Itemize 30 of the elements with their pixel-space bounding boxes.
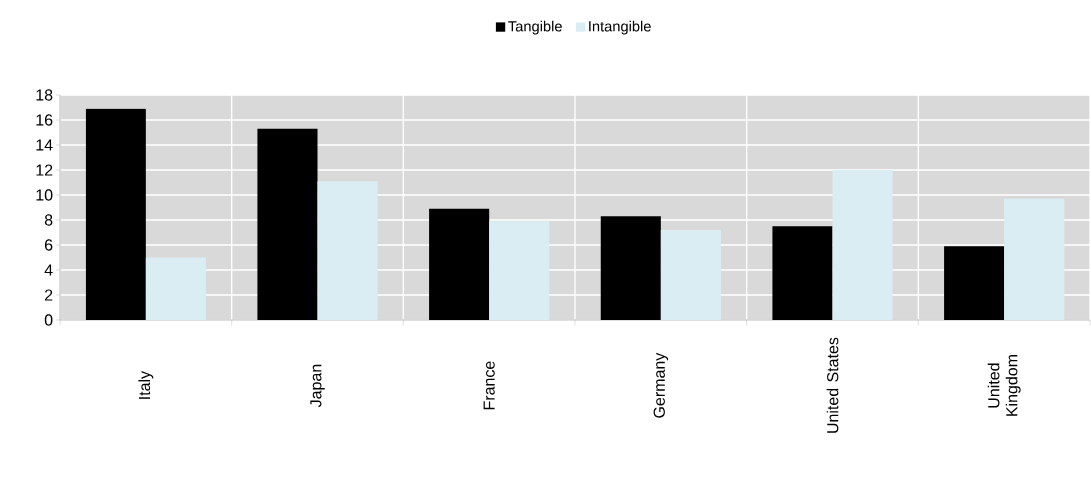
y-tick-label: 4 (44, 264, 53, 276)
bar (1004, 198, 1065, 320)
x-tick-label: France (483, 361, 495, 410)
bar (489, 221, 550, 320)
bar (317, 181, 378, 320)
x-tick-label: Italy (138, 370, 154, 399)
bar (600, 216, 661, 320)
bar (85, 108, 146, 320)
y-tick-label: 16 (36, 114, 53, 126)
y-tick-label: 12 (36, 164, 53, 176)
bar (660, 230, 721, 320)
x-tick-label: United Kingdom (987, 355, 1021, 416)
y-tick-label: 10 (36, 189, 53, 201)
x-tick-label: Japan (310, 364, 325, 408)
x-tick-label: Germany (653, 352, 669, 418)
y-tick-label: 8 (44, 214, 53, 226)
x-tick-label: United States (826, 337, 839, 433)
legend-label: Tangible (508, 20, 562, 35)
y-tick-label: 6 (44, 239, 53, 251)
y-tick-label: 14 (36, 139, 53, 151)
bar (145, 257, 206, 320)
y-tick-label: 18 (36, 89, 53, 101)
bar (832, 170, 893, 320)
bar (257, 128, 318, 320)
y-tick-label: 0 (44, 314, 53, 326)
bar (944, 246, 1005, 320)
bar (429, 208, 490, 320)
y-tick-label: 2 (44, 289, 53, 301)
legend-label: Intangible (589, 20, 651, 35)
bar (772, 226, 833, 320)
